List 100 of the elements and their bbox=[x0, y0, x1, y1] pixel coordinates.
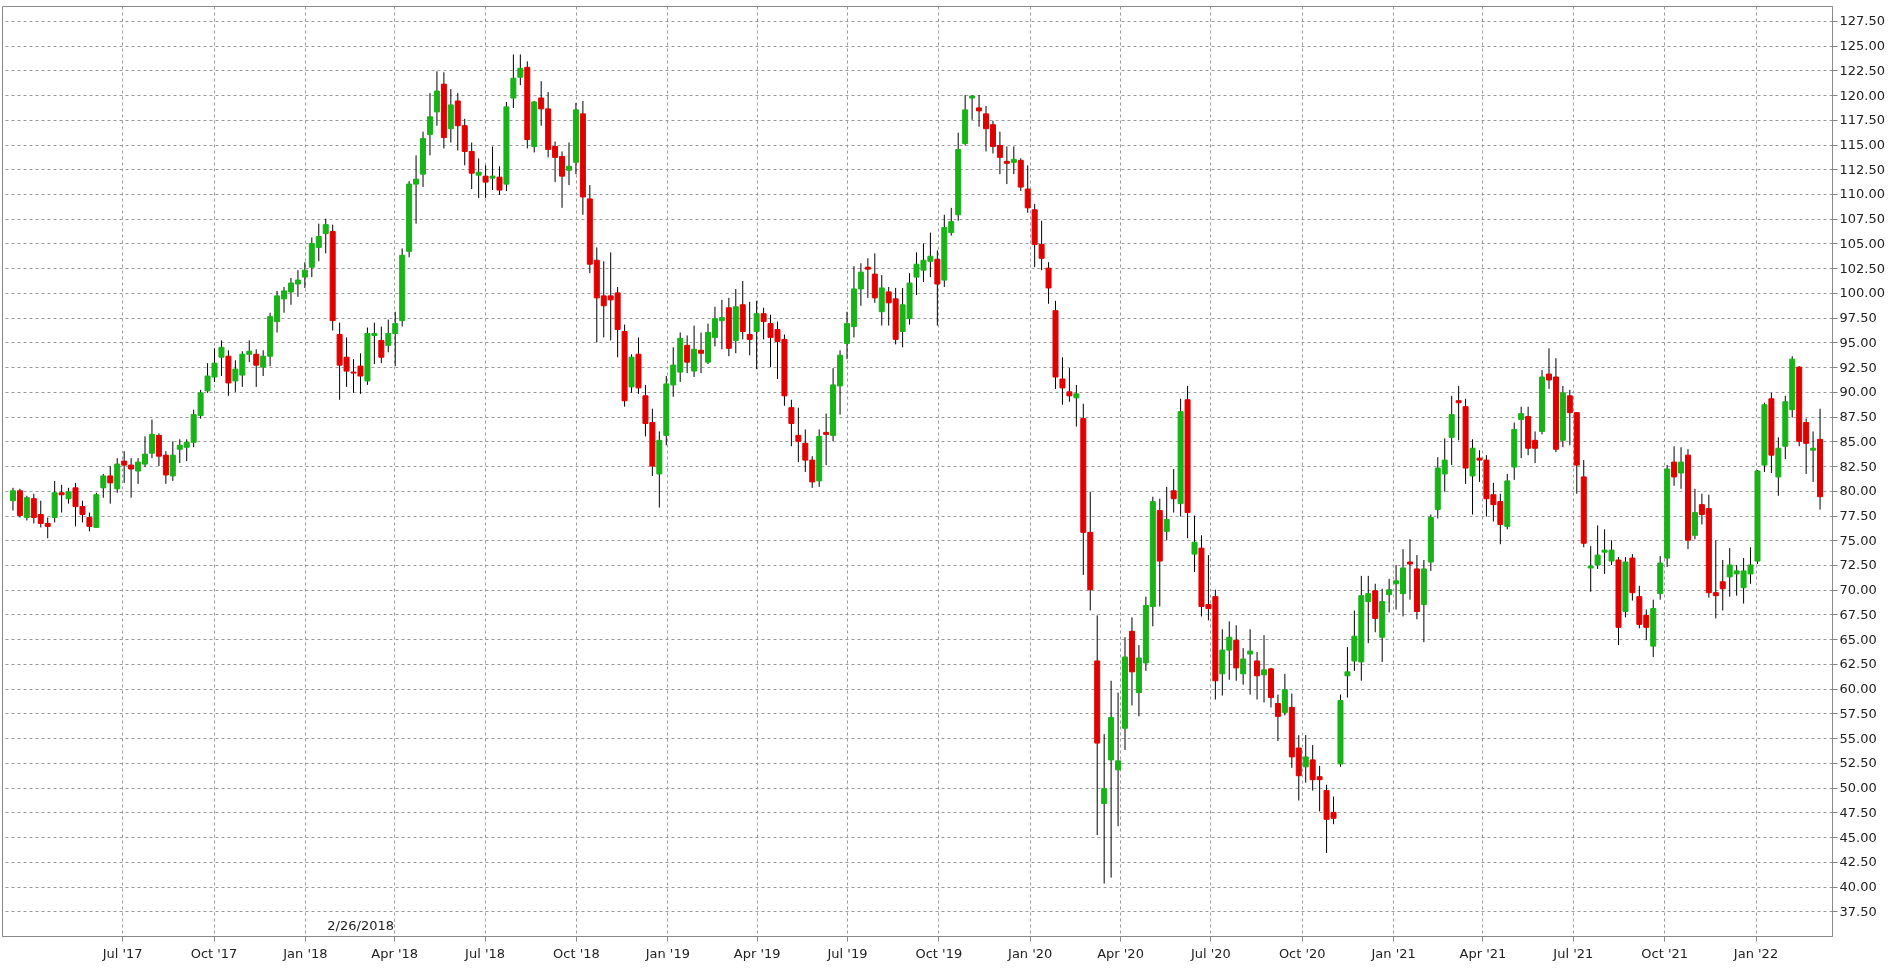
y-tick-label: 82.50 bbox=[1839, 458, 1877, 474]
x-tick-label: Jul '21 bbox=[1552, 945, 1594, 961]
candlestick bbox=[1281, 673, 1288, 716]
candlestick bbox=[447, 88, 454, 144]
candlestick bbox=[1302, 734, 1309, 784]
y-tick-label: 125.00 bbox=[1839, 38, 1885, 54]
x-tick-label: Jul '19 bbox=[826, 945, 868, 961]
candlestick bbox=[301, 261, 308, 289]
candlestick bbox=[1455, 385, 1462, 441]
y-tick-label: 57.50 bbox=[1839, 705, 1877, 721]
candlestick bbox=[1810, 430, 1817, 483]
candlestick bbox=[976, 94, 983, 128]
candlestick bbox=[1448, 395, 1455, 466]
candlestick bbox=[322, 218, 329, 254]
y-tick-label: 107.50 bbox=[1839, 211, 1885, 227]
candlestick bbox=[823, 413, 830, 466]
candlestick bbox=[1678, 446, 1685, 490]
y-tick-label: 75.00 bbox=[1839, 532, 1877, 548]
x-tick-label: Jan '19 bbox=[644, 945, 690, 961]
candlestick bbox=[1163, 486, 1170, 541]
x-tick-label: Apr '18 bbox=[371, 945, 419, 961]
x-tick-label: Oct '19 bbox=[915, 945, 963, 961]
candlestick bbox=[1254, 651, 1261, 701]
candlestick bbox=[864, 257, 871, 299]
candlestick bbox=[1671, 445, 1678, 487]
candlestick bbox=[9, 487, 16, 512]
y-tick-label: 100.00 bbox=[1839, 285, 1885, 301]
candlestick bbox=[23, 495, 30, 521]
candlestick bbox=[1274, 694, 1281, 742]
annotation: 2/26/2018 bbox=[327, 918, 395, 933]
y-tick-label: 65.00 bbox=[1839, 631, 1877, 647]
y-tick-label: 72.50 bbox=[1839, 557, 1877, 573]
y-tick-label: 37.50 bbox=[1839, 903, 1877, 919]
y-tick-label: 77.50 bbox=[1839, 508, 1877, 524]
y-tick-label: 95.00 bbox=[1839, 334, 1877, 350]
x-tick-label: Oct '21 bbox=[1641, 945, 1689, 961]
candlestick bbox=[565, 142, 572, 186]
candlestick bbox=[1344, 646, 1351, 699]
y-tick-label: 115.00 bbox=[1839, 137, 1885, 153]
x-tick-label: Jan '20 bbox=[1007, 945, 1053, 961]
y-tick-label: 42.50 bbox=[1839, 854, 1877, 870]
candlestick bbox=[426, 92, 433, 156]
candlestick bbox=[746, 301, 753, 356]
y-tick-label: 60.00 bbox=[1839, 681, 1877, 697]
candlestick bbox=[1003, 145, 1010, 185]
candlestick bbox=[1406, 538, 1413, 601]
x-tick-label: Jul '18 bbox=[464, 945, 506, 961]
x-tick-label: Jul '20 bbox=[1189, 945, 1231, 961]
x-tick-label: Apr '21 bbox=[1459, 945, 1507, 961]
candlestick bbox=[86, 512, 93, 532]
candlestick bbox=[1024, 164, 1031, 214]
candlestick bbox=[58, 484, 65, 514]
candlestick bbox=[788, 399, 795, 447]
y-tick-label: 102.50 bbox=[1839, 260, 1885, 276]
candlestick bbox=[496, 165, 503, 196]
y-tick-label: 110.00 bbox=[1839, 186, 1885, 202]
candlestick bbox=[969, 94, 976, 121]
x-tick-label: Jul '17 bbox=[101, 945, 143, 961]
y-tick-label: 70.00 bbox=[1839, 582, 1877, 598]
candlestick bbox=[100, 473, 107, 499]
y-tick-label: 97.50 bbox=[1839, 310, 1877, 326]
candlestick bbox=[1386, 578, 1393, 613]
y-tick-label: 55.00 bbox=[1839, 730, 1877, 746]
candlestick bbox=[871, 252, 878, 304]
candlestick bbox=[218, 339, 225, 377]
candlestick bbox=[1059, 356, 1066, 406]
x-tick-label: Jan '18 bbox=[282, 945, 328, 961]
y-tick-label: 40.00 bbox=[1839, 879, 1877, 895]
candlestick bbox=[1719, 559, 1726, 611]
y-tick-label: 127.50 bbox=[1839, 13, 1885, 29]
candlestick bbox=[378, 326, 385, 364]
candlestick bbox=[878, 274, 885, 327]
y-tick-label: 85.00 bbox=[1839, 433, 1877, 449]
candlestick bbox=[1010, 145, 1017, 175]
candlestick bbox=[148, 419, 155, 459]
y-tick-label: 47.50 bbox=[1839, 804, 1877, 820]
y-tick-label: 62.50 bbox=[1839, 656, 1877, 672]
candlestick bbox=[684, 334, 691, 374]
candlestick bbox=[433, 70, 440, 127]
candlestick bbox=[475, 157, 482, 199]
y-tick-label: 87.50 bbox=[1839, 409, 1877, 425]
candlestick bbox=[691, 325, 698, 378]
candlestick bbox=[1191, 515, 1198, 573]
x-tick-label: Apr '19 bbox=[733, 945, 781, 961]
candlestick bbox=[1066, 367, 1073, 403]
y-tick-label: 50.00 bbox=[1839, 780, 1877, 796]
candlestick bbox=[1518, 406, 1525, 459]
y-tick-label: 122.50 bbox=[1839, 62, 1885, 78]
y-tick-label: 80.00 bbox=[1839, 483, 1877, 499]
candlestick bbox=[1261, 634, 1268, 704]
x-tick-label: Apr '20 bbox=[1097, 945, 1144, 961]
y-tick-label: 67.50 bbox=[1839, 606, 1877, 622]
candlestick bbox=[698, 331, 705, 374]
candlestick bbox=[169, 440, 176, 482]
candlestick bbox=[517, 53, 524, 86]
candlestick bbox=[482, 164, 489, 199]
y-tick-label: 120.00 bbox=[1839, 87, 1885, 103]
x-tick-label: Oct '17 bbox=[190, 945, 238, 961]
y-tick-label: 45.00 bbox=[1839, 829, 1877, 845]
candlestick bbox=[1240, 647, 1247, 686]
